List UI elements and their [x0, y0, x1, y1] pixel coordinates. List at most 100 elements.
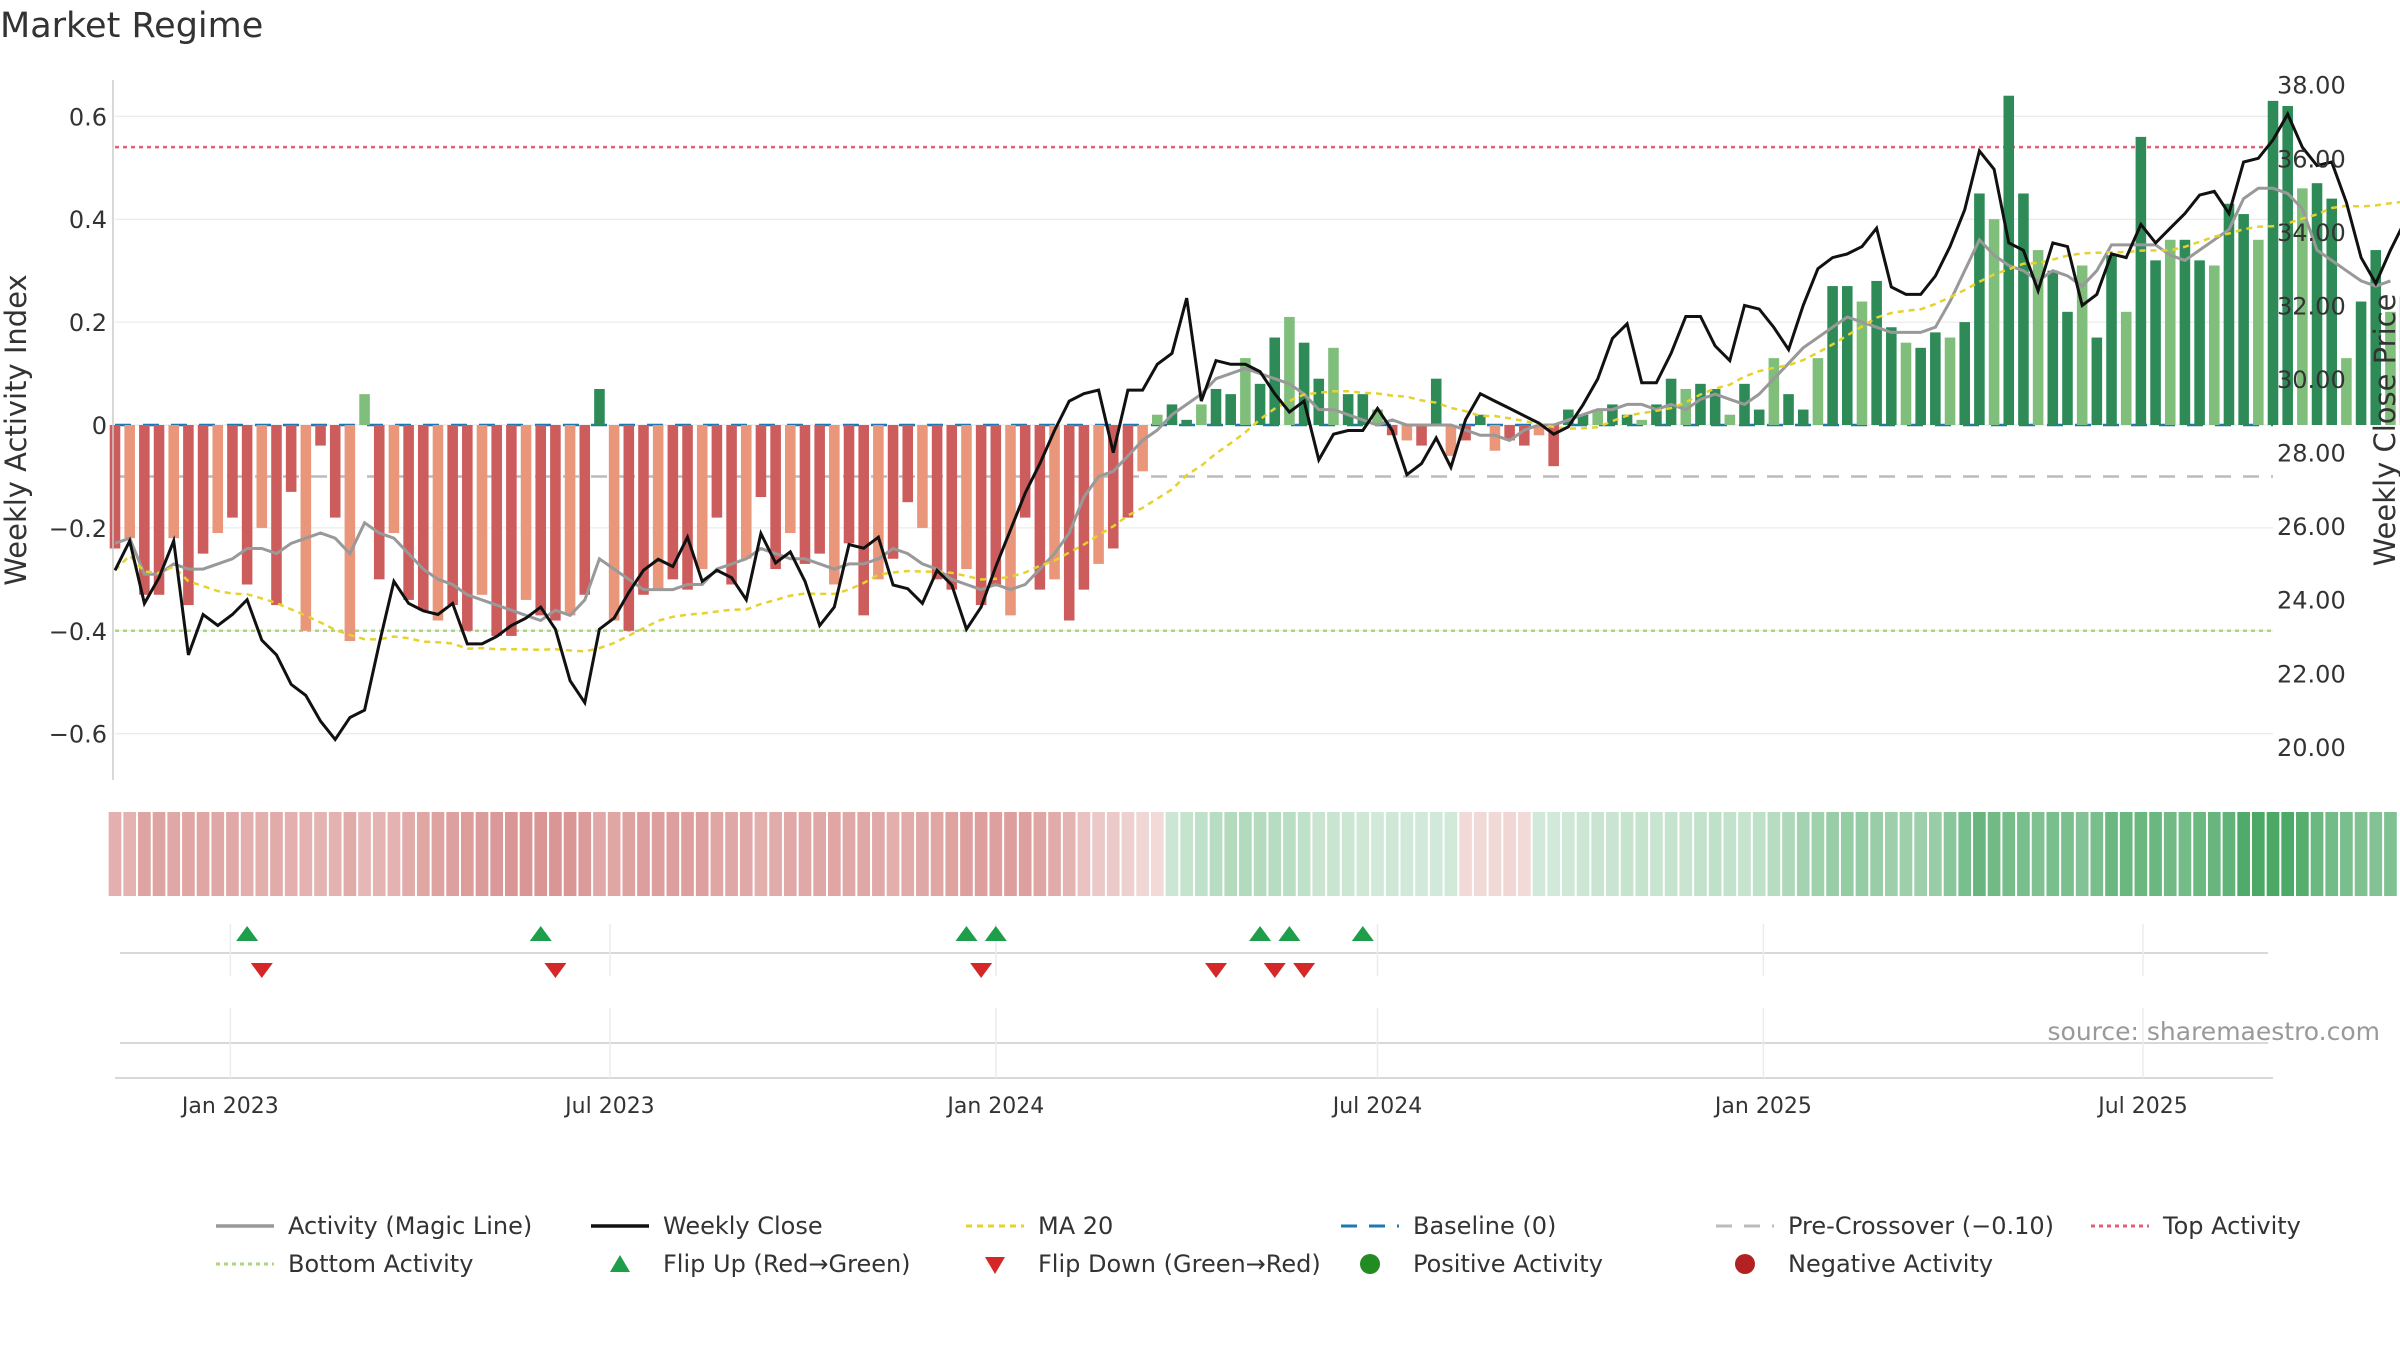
regime-cell [519, 812, 533, 896]
activity-bar [1372, 409, 1383, 425]
regime-cell [2340, 812, 2353, 896]
regime-cell [446, 812, 459, 896]
legend-item-ma20: MA 20 [966, 1210, 1113, 1242]
y-right-tick-label: 34.00 [2277, 219, 2346, 247]
regime-cell [108, 812, 122, 896]
activity-bar [1592, 409, 1603, 425]
activity-bar [1445, 425, 1457, 456]
activity-bar [1416, 425, 1427, 446]
regime-cell [2061, 812, 2074, 896]
regime-cell [872, 812, 885, 896]
magic-line [114, 186, 2391, 623]
regime-cell [1253, 812, 1267, 896]
activity-bar [1313, 378, 1325, 425]
regime-cell [2251, 812, 2265, 896]
flip-down-marker [1293, 963, 1316, 978]
legend-item-baseline: Baseline (0) [1341, 1210, 1556, 1242]
regime-cell [637, 812, 650, 896]
regime-cell [666, 812, 680, 896]
activity-bar [638, 425, 649, 595]
regime-cell [2002, 812, 2016, 896]
weekly-close-swatch [591, 1224, 649, 1228]
regime-cell [960, 812, 973, 896]
activity-bar [2164, 239, 2176, 425]
activity-bar [1019, 425, 1031, 518]
activity-bar [183, 425, 194, 606]
regime-cell [123, 812, 137, 896]
regime-cell [1562, 812, 1575, 896]
regime-cell [1987, 812, 2001, 896]
regime-cell [813, 812, 826, 896]
regime-cell [1106, 812, 1120, 896]
activity-bar [2341, 358, 2352, 425]
regime-cell [1899, 812, 1913, 896]
chart-title: Market Regime [0, 6, 263, 46]
regime-strip [108, 812, 2397, 896]
activity-bar [1680, 388, 1692, 425]
activity-bar [755, 425, 767, 498]
activity-bar [1240, 358, 1251, 425]
legend-item-bottom-activity: Bottom Activity [216, 1248, 473, 1280]
regime-cell [2222, 812, 2236, 896]
activity-bar [1005, 425, 1016, 616]
y-left-tick-label: −0.2 [49, 515, 107, 543]
regime-cell [1503, 812, 1516, 896]
regime-cell [681, 812, 694, 896]
flip-down-marker [250, 963, 273, 978]
legend-label: Baseline (0) [1413, 1212, 1557, 1240]
regime-cell [284, 812, 298, 896]
activity-bar [212, 425, 224, 534]
regime-cell [2296, 812, 2309, 896]
regime-cell [798, 812, 812, 896]
activity-bar [1548, 425, 1559, 467]
legend-item-magic-line: Activity (Magic Line) [216, 1210, 532, 1242]
flip-up-marker [955, 926, 978, 941]
activity-bar [1152, 414, 1163, 425]
right-axis: 38.00 36.00 34.00 32.00 30.00 28.00 26.00 24.00… [2277, 72, 2346, 762]
legend-label: Flip Down (Green→Red) [1038, 1250, 1321, 1278]
flip-down-icon [985, 1257, 1005, 1274]
regime-cell [1473, 812, 1487, 896]
x-tick-label: Jul 2025 [2096, 1094, 2188, 1119]
activity-bar [843, 425, 855, 544]
activity-bar [2253, 239, 2264, 425]
regime-cell [2266, 812, 2280, 896]
activity-bar [1328, 347, 1339, 425]
activity-bar [2223, 203, 2235, 425]
regime-cell [1195, 812, 1208, 896]
ma20-swatch [966, 1224, 1024, 1228]
legend-item-negative-activity: Negative Activity [1716, 1248, 1993, 1280]
regime-cell [1826, 812, 1839, 896]
y-left-tick-label: 0.4 [69, 206, 107, 234]
activity-bar [1034, 425, 1046, 590]
activity-bar [2032, 250, 2044, 425]
regime-cell [1444, 812, 1458, 896]
regime-cell [857, 812, 871, 896]
legend-label: Weekly Close [663, 1212, 823, 1240]
regime-cell [270, 812, 283, 896]
regime-cell [695, 812, 709, 896]
legend-label: MA 20 [1038, 1212, 1114, 1240]
left-axis: 0.6 0.4 0.2 0 −0.2 −0.4 −0.6 [49, 80, 114, 780]
activity-bar [1797, 409, 1809, 425]
activity-bar [124, 425, 135, 539]
legend-label: Negative Activity [1788, 1250, 1994, 1278]
regime-cell [1004, 812, 1017, 896]
activity-bar [1489, 425, 1501, 451]
activity-bar [990, 425, 1002, 585]
activity-bar [902, 425, 914, 503]
x-tick-label: Jul 2024 [1331, 1094, 1423, 1119]
regime-cell [886, 812, 900, 896]
regime-cell [739, 812, 753, 896]
activity-bar [2135, 136, 2147, 425]
flip-up-marker [529, 926, 552, 941]
x-axis: Jan 2023 Jul 2023 Jan 2024 Jul 2024 Jan 2025… [180, 1094, 2188, 1119]
regime-cell [593, 812, 606, 896]
left-axis-label: Weekly Activity Index [0, 274, 33, 585]
regime-cell [1239, 812, 1252, 896]
regime-cell [2031, 812, 2045, 896]
activity-bar [2311, 183, 2323, 425]
activity-bar [2018, 193, 2029, 425]
regime-cell [1033, 812, 1047, 896]
regime-cell [1694, 812, 1707, 896]
